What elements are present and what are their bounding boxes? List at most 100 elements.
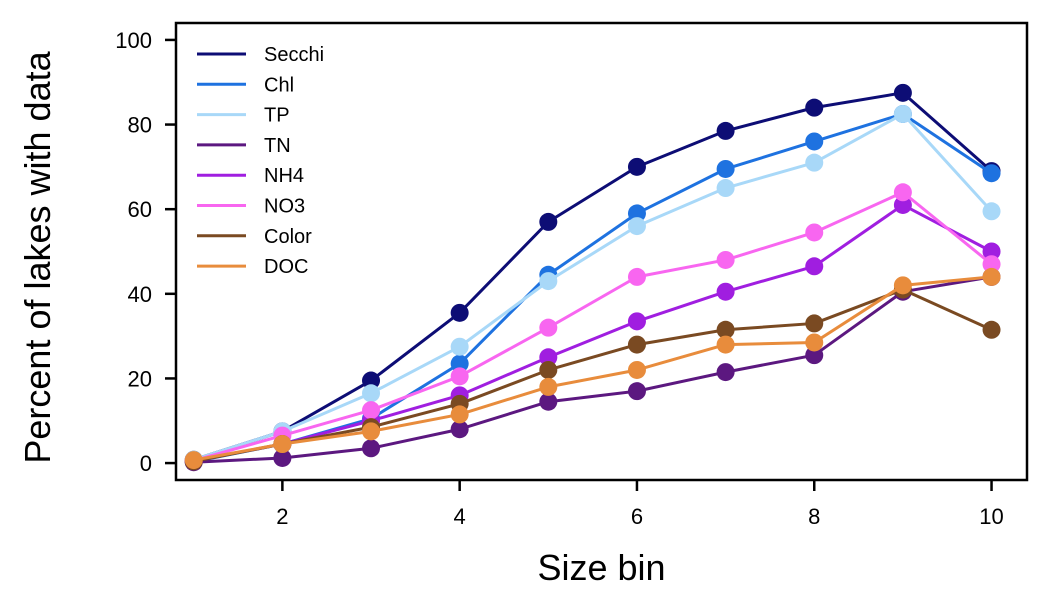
data-point-no3 (627, 267, 646, 286)
legend-label: TN (264, 135, 291, 157)
series-tp (184, 104, 1001, 469)
x-axis-title: Size bin (537, 547, 665, 588)
legend-label: Secchi (264, 44, 324, 66)
y-tick-label: 20 (128, 366, 152, 391)
data-point-tn (805, 346, 824, 365)
legend-item-tn: TN (197, 135, 291, 157)
legend-item-color: Color (197, 226, 312, 248)
data-point-doc (450, 405, 469, 424)
data-point-color (716, 320, 735, 339)
data-point-tp (893, 104, 912, 123)
y-axis-title: Percent of lakes with data (17, 50, 58, 463)
series-line-secchi (193, 91, 993, 462)
legend-label: Color (264, 226, 312, 248)
data-point-color (982, 320, 1001, 339)
data-point-secchi (362, 371, 381, 390)
data-point-secchi (450, 303, 469, 322)
data-point-secchi (893, 83, 912, 102)
data-point-tn (362, 439, 381, 458)
plot-frame (174, 21, 1029, 482)
data-point-secchi (805, 98, 824, 117)
x-tick-label: 8 (808, 504, 820, 529)
data-point-doc (893, 276, 912, 295)
data-point-nh4 (893, 195, 912, 214)
data-point-chl (805, 132, 824, 151)
legend-item-secchi: Secchi (197, 44, 324, 66)
legend-item-nh4: NH4 (197, 165, 304, 187)
data-point-tp (716, 179, 735, 198)
legend-label: NO3 (264, 196, 305, 218)
data-point-tp (450, 337, 469, 356)
series-no3 (184, 183, 1001, 470)
data-point-tn (627, 382, 646, 401)
legend-label: DOC (264, 256, 308, 278)
x-tick-label: 2 (276, 504, 288, 529)
legend-item-no3: NO3 (197, 196, 305, 218)
data-point-color (805, 314, 824, 333)
data-point-nh4 (805, 257, 824, 276)
series-line-no3 (193, 190, 993, 462)
data-point-doc (184, 451, 203, 470)
data-point-tn (539, 392, 558, 411)
data-point-no3 (893, 183, 912, 202)
legend-item-chl: Chl (197, 74, 294, 96)
data-point-doc (273, 435, 292, 454)
x-tick-label: 6 (631, 504, 643, 529)
series-layer (184, 83, 1001, 472)
data-point-tp (362, 384, 381, 403)
legend-label: Chl (264, 74, 294, 96)
series-line-chl (193, 112, 993, 464)
data-point-chl (716, 159, 735, 178)
data-point-tn (716, 363, 735, 382)
data-point-tp (805, 153, 824, 172)
data-point-no3 (539, 318, 558, 337)
data-point-doc (539, 377, 558, 396)
series-line-tn (193, 275, 992, 464)
data-point-secchi (539, 212, 558, 231)
data-point-nh4 (627, 312, 646, 331)
y-tick-label: 80 (128, 113, 152, 138)
data-point-no3 (805, 223, 824, 242)
data-point-no3 (450, 367, 469, 386)
data-point-doc (716, 335, 735, 354)
legend-item-doc: DOC (197, 256, 308, 278)
data-point-tp (539, 272, 558, 291)
legend-label: TP (264, 105, 290, 127)
y-tick-label: 40 (128, 282, 152, 307)
x-tick-label: 10 (979, 504, 1003, 529)
data-point-no3 (716, 250, 735, 269)
data-point-nh4 (982, 242, 1001, 261)
data-point-chl (627, 204, 646, 223)
data-point-no3 (982, 255, 1001, 274)
series-line-color (193, 288, 993, 463)
series-doc (184, 267, 1001, 470)
y-tick-label: 0 (140, 451, 152, 476)
data-point-doc (627, 360, 646, 379)
data-point-tn (450, 420, 469, 439)
series-line-doc (193, 275, 992, 462)
legend-label: NH4 (264, 165, 304, 187)
series-line-tp (193, 112, 993, 462)
data-point-secchi (627, 157, 646, 176)
data-point-nh4 (539, 348, 558, 367)
y-tick-label: 100 (115, 28, 152, 53)
series-line-nh4 (193, 203, 993, 463)
data-point-secchi (716, 121, 735, 140)
data-point-tp (982, 202, 1001, 221)
data-point-doc (982, 267, 1001, 286)
x-tick-label: 4 (454, 504, 466, 529)
data-point-chl (982, 164, 1001, 183)
legend: Secchi Chl TP TN NH4 NO3 Color DOC (197, 44, 324, 278)
data-point-color (627, 335, 646, 354)
data-point-tp (627, 217, 646, 236)
data-point-nh4 (716, 282, 735, 301)
data-point-doc (362, 422, 381, 441)
data-point-color (539, 360, 558, 379)
data-point-no3 (362, 401, 381, 420)
legend-item-tp: TP (197, 105, 290, 127)
data-point-chl (450, 354, 469, 373)
data-point-tn (273, 448, 292, 467)
data-point-doc (805, 333, 824, 352)
y-tick-label: 60 (128, 197, 152, 222)
